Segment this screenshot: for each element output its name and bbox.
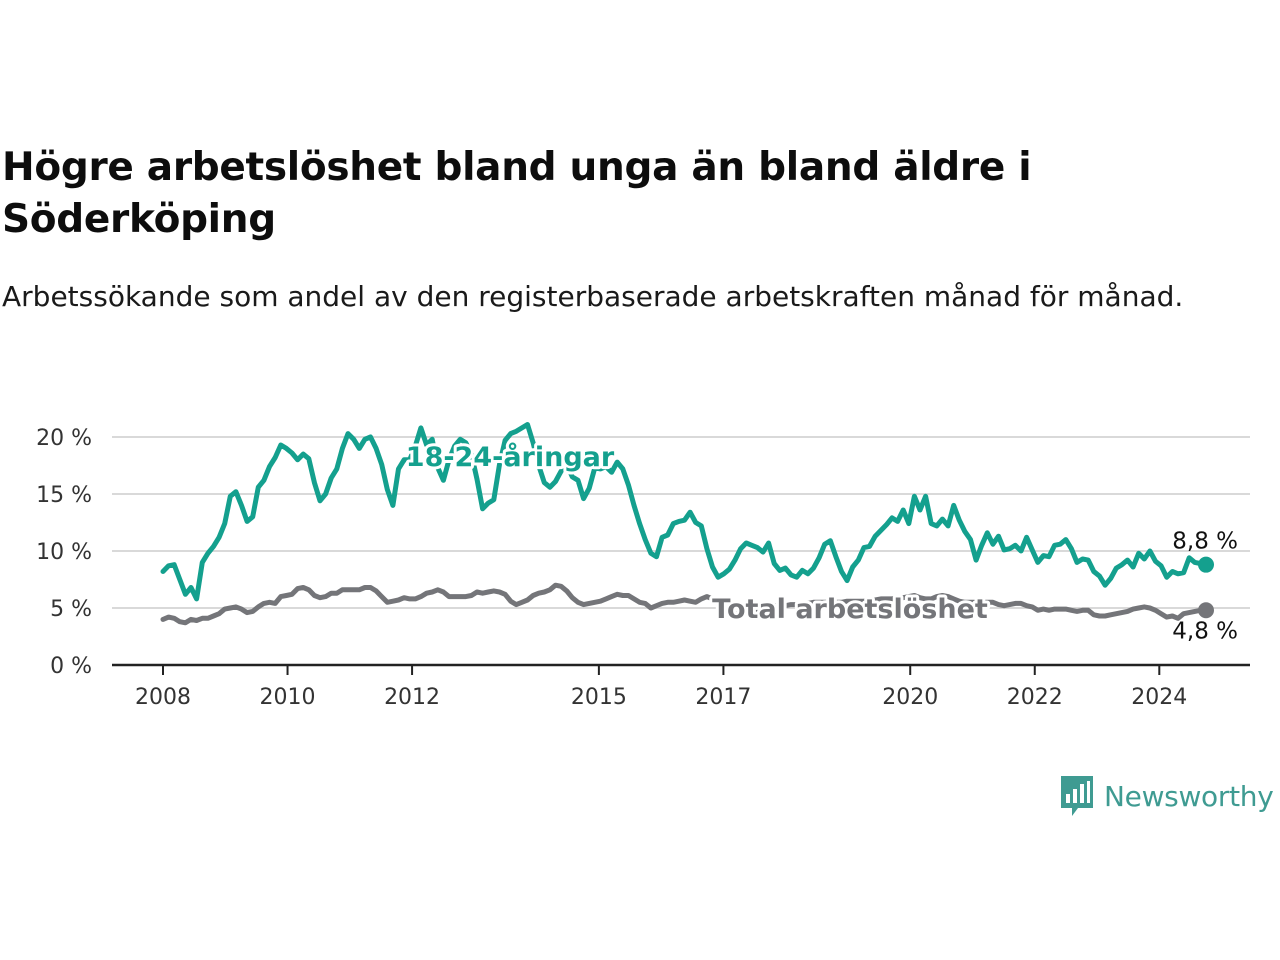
newsworthy-logo: Newsworthy xyxy=(1058,774,1274,818)
series-lines xyxy=(160,422,1214,626)
x-tick-label: 2015 xyxy=(571,685,627,710)
x-tick-label: 2012 xyxy=(384,685,440,710)
series-end-marker xyxy=(1198,602,1214,619)
end-value-label: 8,8 % xyxy=(1172,529,1238,555)
newsworthy-bar-chart-icon xyxy=(1061,776,1093,816)
line-chart: 0 %5 %10 %15 %20 % 2008 2010 2012 2015 2017 2… xyxy=(36,422,1250,710)
series-end-marker xyxy=(1198,556,1214,573)
y-tick-label: 10 % xyxy=(36,540,92,565)
x-axis-ticks: 2008 2010 2012 2015 2017 2020 2022 2024 xyxy=(135,665,1187,710)
y-tick-label: 20 % xyxy=(36,426,92,451)
series-labels: 8,8 % 18-24-åringar 4,8 % Total arbetslöshe… xyxy=(403,438,1238,644)
brand-name: Newsworthy xyxy=(1104,779,1274,813)
x-tick-label: 2022 xyxy=(1007,685,1063,710)
end-value-label: 4,8 % xyxy=(1172,618,1238,644)
x-tick-label: 2020 xyxy=(882,685,938,710)
x-tick-label: 2008 xyxy=(135,685,191,710)
y-axis-ticks: 0 % 5 % 10 % 15 % 20 % xyxy=(36,426,92,679)
x-tick-label: 2024 xyxy=(1131,685,1187,710)
series-line-youth xyxy=(160,422,1209,602)
x-tick-label: 2010 xyxy=(260,685,316,710)
x-tick-label: 2017 xyxy=(695,685,751,710)
series-name-label: 18-24-åringar xyxy=(406,441,615,473)
y-tick-label: 5 % xyxy=(50,597,92,622)
y-tick-label: 15 % xyxy=(36,483,92,508)
series-name-label: Total arbetslöshet xyxy=(712,594,988,625)
chart-title: Högre arbetslöshet bland unga än bland ä… xyxy=(2,145,1032,242)
series-line-total xyxy=(160,582,1209,626)
y-tick-label: 0 % xyxy=(50,654,92,679)
chart-subtitle: Arbetssökande som andel av den registerb… xyxy=(2,280,1184,313)
